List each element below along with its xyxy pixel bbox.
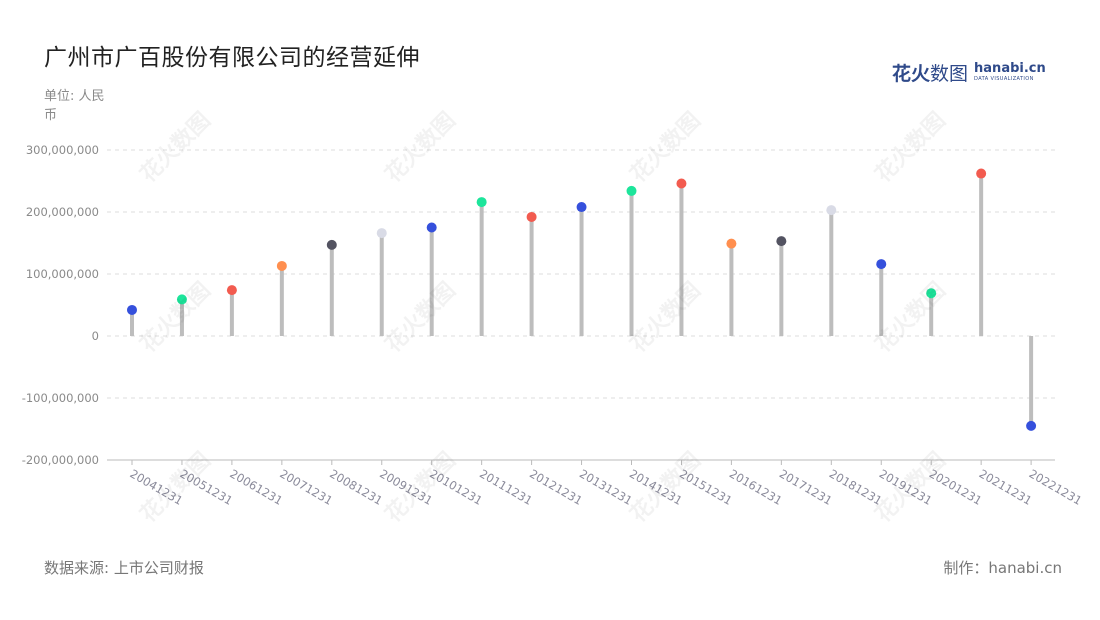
data-point[interactable] xyxy=(626,185,637,196)
data-point[interactable] xyxy=(926,288,937,299)
x-tick-label: 20191231 xyxy=(877,466,935,507)
x-tick-label: 20041231 xyxy=(128,466,186,507)
hanabi-logo: 花火数图 hanabi.cn DATA VISUALIZATION xyxy=(892,58,1046,86)
data-point[interactable] xyxy=(276,260,287,271)
y-tick-label: -100,000,000 xyxy=(22,391,99,405)
x-tick-label: 20151231 xyxy=(677,466,735,507)
maker-label: 制作：hanabi.cn xyxy=(943,559,1062,577)
stems-layer xyxy=(130,173,1034,426)
x-tick-label: 20071231 xyxy=(277,466,335,507)
x-tick-label: 20171231 xyxy=(777,466,835,507)
x-tick-label: 20141231 xyxy=(627,466,685,507)
data-point[interactable] xyxy=(676,178,687,189)
data-point[interactable] xyxy=(476,197,487,208)
x-tick-label: 20091231 xyxy=(377,466,435,507)
y-tick-label: 200,000,000 xyxy=(26,205,99,219)
logo-cn-bold: 花火 xyxy=(892,62,931,85)
logo-en-text: hanabi.cn xyxy=(974,61,1046,76)
chart-title: 广州市广百股份有限公司的经营延伸 xyxy=(44,45,420,71)
x-tick-label: 20111231 xyxy=(477,466,535,507)
y-tick-label: 300,000,000 xyxy=(26,143,99,157)
y-tick-label: 0 xyxy=(92,329,99,343)
x-tick-label: 20051231 xyxy=(177,466,235,507)
data-point[interactable] xyxy=(976,168,987,179)
x-tick-label: 20131231 xyxy=(577,466,635,507)
x-tick-label: 20081231 xyxy=(327,466,385,507)
x-tick-label: 20181231 xyxy=(827,466,885,507)
data-point[interactable] xyxy=(526,211,537,222)
y-tick-label: -200,000,000 xyxy=(22,453,99,467)
data-point[interactable] xyxy=(876,259,887,270)
x-tick-label: 20121231 xyxy=(527,466,585,507)
x-tick-label: 20211231 xyxy=(977,466,1035,507)
data-point[interactable] xyxy=(226,285,237,296)
points-layer xyxy=(127,168,1037,431)
logo-cn-light: 数图 xyxy=(930,62,969,85)
data-point[interactable] xyxy=(826,205,837,216)
unit-label: 单位: 人民币 xyxy=(44,89,105,123)
data-point[interactable] xyxy=(376,228,387,239)
y-axis-ticks: -200,000,000 -100,000,000 0 100,000,000 200,… xyxy=(22,143,99,467)
logo-en-block: hanabi.cn DATA VISUALIZATION xyxy=(974,61,1046,83)
logo-en-subtext: DATA VISUALIZATION xyxy=(974,76,1034,82)
data-point[interactable] xyxy=(176,294,187,305)
x-tick-label: 20101231 xyxy=(427,466,485,507)
logo-cn-text: 花火数图 xyxy=(892,59,968,86)
x-axis-ticks: 2004123120051231200612312007123120081231… xyxy=(128,460,1085,508)
y-tick-label: 100,000,000 xyxy=(26,267,99,281)
data-point[interactable] xyxy=(776,236,787,247)
data-point[interactable] xyxy=(726,238,737,249)
x-tick-label: 20161231 xyxy=(727,466,785,507)
data-point[interactable] xyxy=(127,304,137,315)
x-tick-label: 20061231 xyxy=(227,466,285,507)
data-point[interactable] xyxy=(326,239,337,250)
data-source-label: 数据来源: 上市公司财报 xyxy=(44,559,204,577)
data-point[interactable] xyxy=(426,222,437,233)
x-tick-label: 20221231 xyxy=(1027,466,1085,507)
data-point[interactable] xyxy=(576,202,587,213)
x-tick-label: 20201231 xyxy=(927,466,985,507)
data-point[interactable] xyxy=(1026,420,1037,431)
